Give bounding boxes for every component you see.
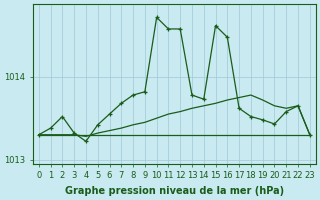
X-axis label: Graphe pression niveau de la mer (hPa): Graphe pression niveau de la mer (hPa): [65, 186, 284, 196]
